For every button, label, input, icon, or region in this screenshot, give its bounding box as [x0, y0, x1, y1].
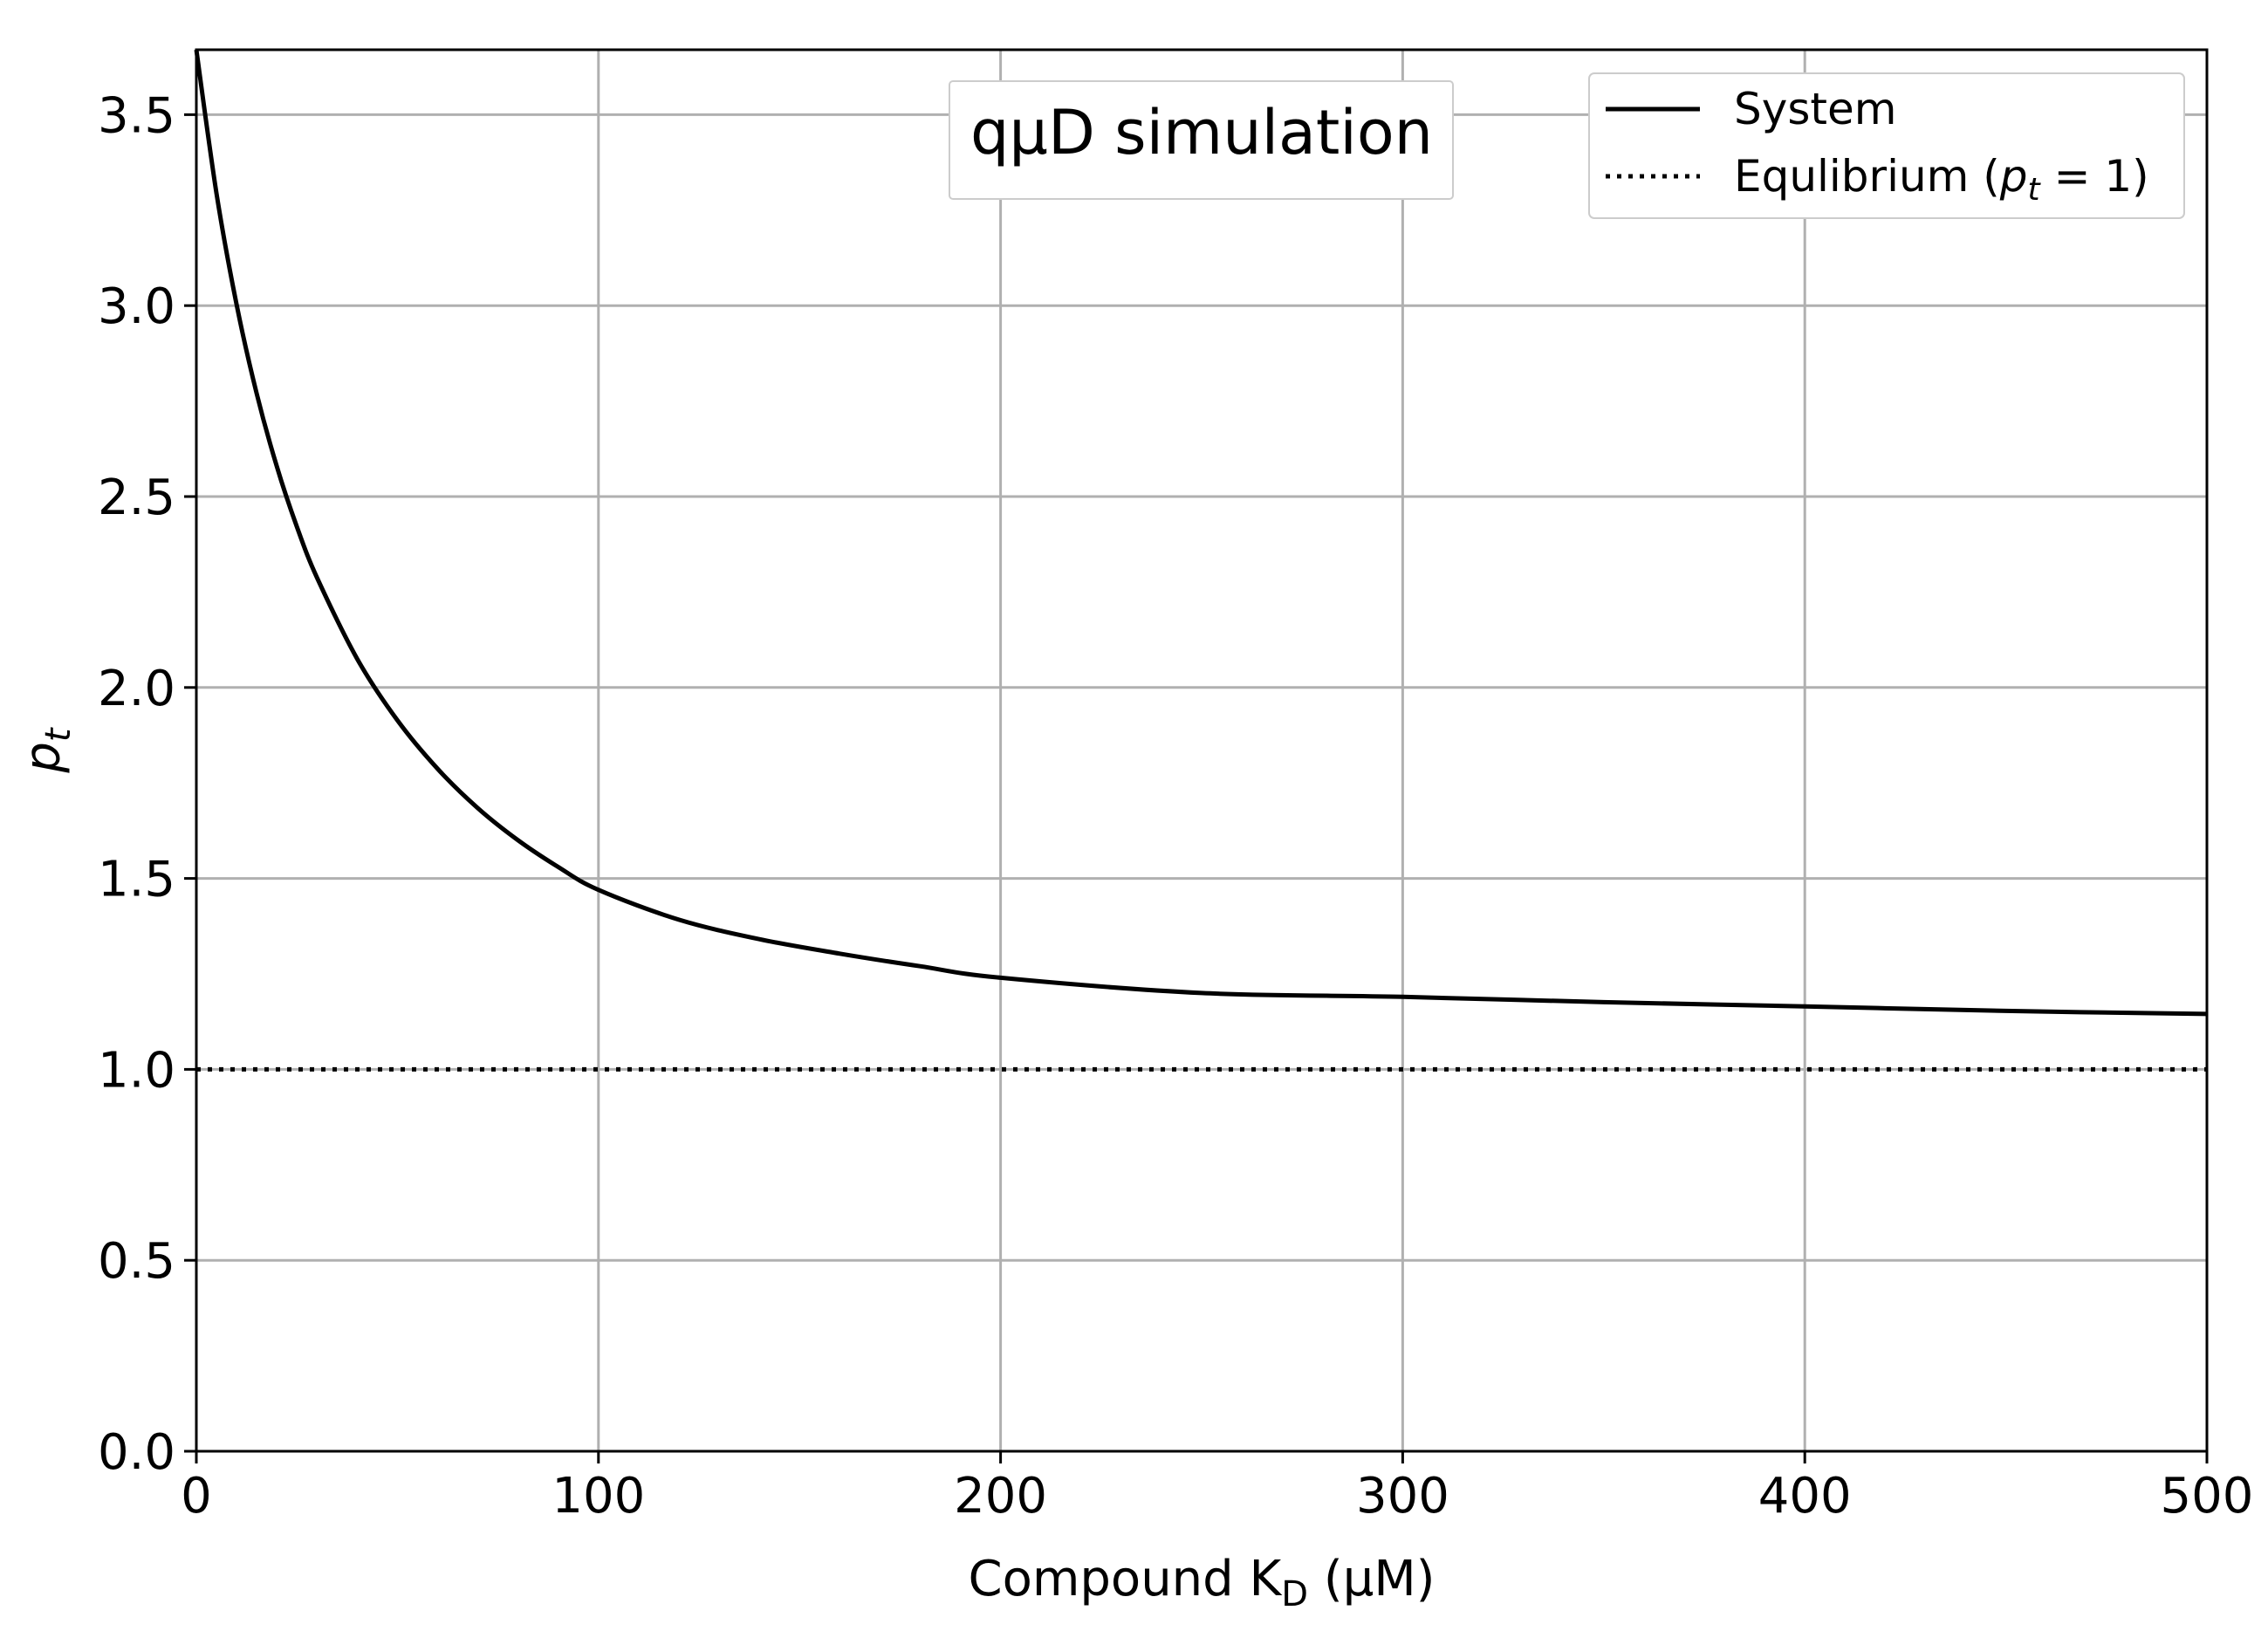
y-tick-label: 2.5 [98, 469, 175, 526]
y-tick-label: 1.0 [98, 1042, 175, 1099]
plot-frame [196, 50, 2207, 1451]
legend-system-label: System [1734, 84, 1896, 134]
legend: System Equlibrium (pt = 1) [1589, 73, 2184, 218]
y-tick-label: 0.5 [98, 1233, 175, 1290]
y-axis-label: pt [15, 727, 79, 774]
grid [196, 50, 2207, 1451]
y-tick-label: 0.0 [98, 1424, 175, 1481]
y-tick-label: 2.0 [98, 661, 175, 717]
x-tick-label: 500 [2161, 1468, 2254, 1525]
line-chart: 0 100 200 300 400 500 0.0 0.5 1.0 1.5 2.0 2.5 3.0 3.… [0, 0, 2268, 1638]
y-axis: 0.0 0.5 1.0 1.5 2.0 2.5 3.0 3.5 [98, 87, 196, 1481]
chart-title: qμD simulation [970, 97, 1433, 168]
y-tick-label: 3.0 [98, 278, 175, 335]
x-axis: 0 100 200 300 400 500 [181, 1451, 2253, 1525]
x-tick-label: 100 [552, 1468, 645, 1525]
x-tick-label: 200 [954, 1468, 1047, 1525]
legend-equilibrium-label: Equlibrium (pt = 1) [1734, 151, 2149, 208]
y-tick-label: 3.5 [98, 87, 175, 144]
x-tick-label: 0 [181, 1468, 212, 1525]
x-axis-label: Compound KD (μM) [968, 1551, 1435, 1614]
y-tick-label: 1.5 [98, 852, 175, 908]
title-box: qμD simulation [949, 81, 1453, 199]
x-tick-label: 300 [1356, 1468, 1449, 1525]
x-tick-label: 400 [1758, 1468, 1852, 1525]
